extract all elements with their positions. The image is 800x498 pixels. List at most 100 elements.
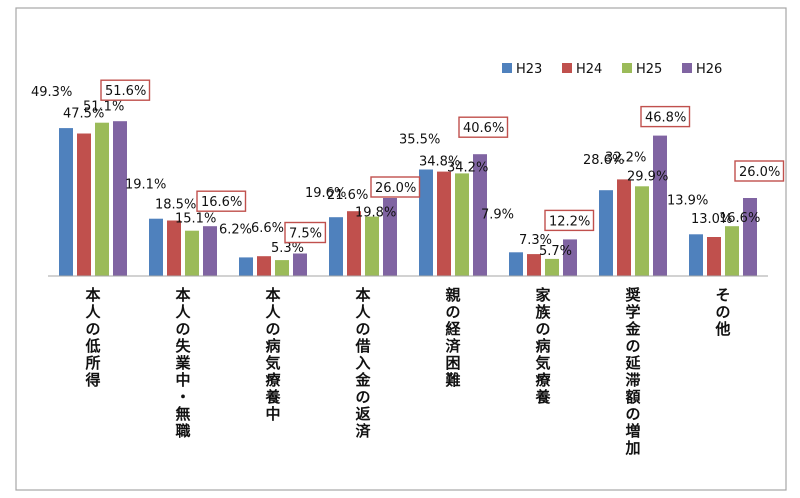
category-char: 族 <box>535 303 551 321</box>
bar-h25-7 <box>725 226 739 276</box>
highlight-box-5 <box>544 209 595 232</box>
category-char: 本 <box>265 286 280 304</box>
category-char: 得 <box>84 371 100 389</box>
category-char: 所 <box>85 354 100 372</box>
value-label-h26-4: 40.6% <box>463 121 504 136</box>
highlight-box-7 <box>734 160 785 182</box>
bar-h25-5 <box>545 258 559 276</box>
category-char: 家 <box>535 286 550 304</box>
value-label-h23-5: 7.9% <box>481 207 514 222</box>
value-label-h23-0: 49.3% <box>31 85 72 100</box>
category-char: 額 <box>624 388 640 406</box>
value-label-h26-0: 51.6% <box>105 84 146 99</box>
bar-h26-6 <box>653 135 667 276</box>
value-label-h25-4: 34.2% <box>447 160 488 175</box>
bar-h26-4 <box>473 154 487 276</box>
value-label-h26-1: 16.6% <box>201 195 242 210</box>
value-label-h25-7: 16.6% <box>719 211 760 226</box>
category-char: 借 <box>354 337 370 355</box>
category-char: 返 <box>355 405 370 423</box>
bar-h25-6 <box>635 186 649 276</box>
bar-h25-0 <box>95 122 109 276</box>
category-char: 金 <box>624 320 641 338</box>
bars-layer <box>59 121 757 276</box>
value-label-h25-5: 5.7% <box>539 244 572 259</box>
bar-h23-0 <box>59 128 73 276</box>
legend-swatch-h26 <box>682 63 692 73</box>
value-label-h25-2: 5.3% <box>271 241 304 256</box>
bar-h24-2 <box>257 256 271 276</box>
value-labels-layer: 49.3% 47.5%51.1%51.6% 19.1% 18.5%15.1% 16.6%… <box>31 79 785 259</box>
category-char: 気 <box>265 354 280 372</box>
bar-h23-6 <box>599 190 613 276</box>
category-char: 滞 <box>625 371 640 389</box>
value-label-h25-3: 19.8% <box>355 206 396 221</box>
legend-item-h24: H24 <box>562 62 602 77</box>
value-label-h24-1: 18.5% <box>155 198 196 213</box>
legend-item-h23: H23 <box>502 62 542 77</box>
category-char: の <box>85 320 100 338</box>
legend-label-h24: H24 <box>576 62 602 77</box>
category-char: の <box>625 337 640 355</box>
category-char: の <box>175 320 190 338</box>
bar-h24-1 <box>167 220 181 276</box>
bar-h23-3 <box>329 217 343 276</box>
category-char: ・ <box>175 388 190 406</box>
legend-label-h23: H23 <box>516 62 542 77</box>
category-char: の <box>445 303 460 321</box>
category-char: 人 <box>85 303 101 321</box>
category-char: 済 <box>445 337 461 355</box>
category-char: 低 <box>84 337 100 355</box>
category-labels-layer: 本人の低所得本人の失業中・無職本人の病気療養中本人の借入金の返済親の経済困難家族… <box>84 286 730 457</box>
category-char: 療 <box>535 371 551 389</box>
category-char: 困 <box>445 354 460 372</box>
value-label-h24-5: 7.3% <box>519 233 552 248</box>
value-label-h24-3: 21.6% <box>327 188 368 203</box>
highlight-box-6 <box>640 105 691 128</box>
value-label-h26-6: 46.8% <box>645 111 686 126</box>
legend-item-h25: H25 <box>622 62 662 77</box>
bar-h26-1 <box>203 226 217 276</box>
category-char: 業 <box>174 354 191 372</box>
category-char: 人 <box>355 303 371 321</box>
bar-h25-1 <box>185 230 199 276</box>
category-char: の <box>715 303 730 321</box>
category-char: 職 <box>175 422 190 440</box>
value-label-h23-7: 13.9% <box>667 193 708 208</box>
bar-h24-6 <box>617 179 631 276</box>
value-label-h23-6: 28.6% <box>583 153 624 168</box>
category-char: 養 <box>264 388 281 406</box>
highlight-box-3 <box>370 176 421 198</box>
bar-h24-3 <box>347 211 361 276</box>
category-char: 奨 <box>625 286 641 304</box>
category-char: 経 <box>445 320 461 338</box>
category-char: 本 <box>85 286 100 304</box>
legend-swatch-h24 <box>562 63 572 73</box>
category-char: 加 <box>624 439 640 457</box>
value-label-h24-2: 6.6% <box>251 221 284 236</box>
category-char: 人 <box>175 303 191 321</box>
bar-h23-2 <box>239 257 253 276</box>
category-char: 増 <box>625 422 640 440</box>
bar-h25-4 <box>455 173 469 276</box>
value-label-h25-0: 51.1% <box>83 100 124 115</box>
highlight-box-1 <box>196 190 247 212</box>
value-label-h25-1: 15.1% <box>175 212 216 227</box>
bar-h25-2 <box>275 260 289 276</box>
bar-h24-7 <box>707 237 721 276</box>
category-char: 他 <box>714 320 730 338</box>
category-char: 中 <box>265 405 280 423</box>
value-label-h25-6: 29.9% <box>627 169 668 184</box>
category-char: 療 <box>265 371 281 389</box>
value-label-h23-2: 6.2% <box>219 222 252 237</box>
category-char: の <box>625 405 640 423</box>
bar-h24-4 <box>437 171 451 276</box>
highlight-box-0 <box>100 79 151 101</box>
bar-h26-3 <box>383 198 397 276</box>
